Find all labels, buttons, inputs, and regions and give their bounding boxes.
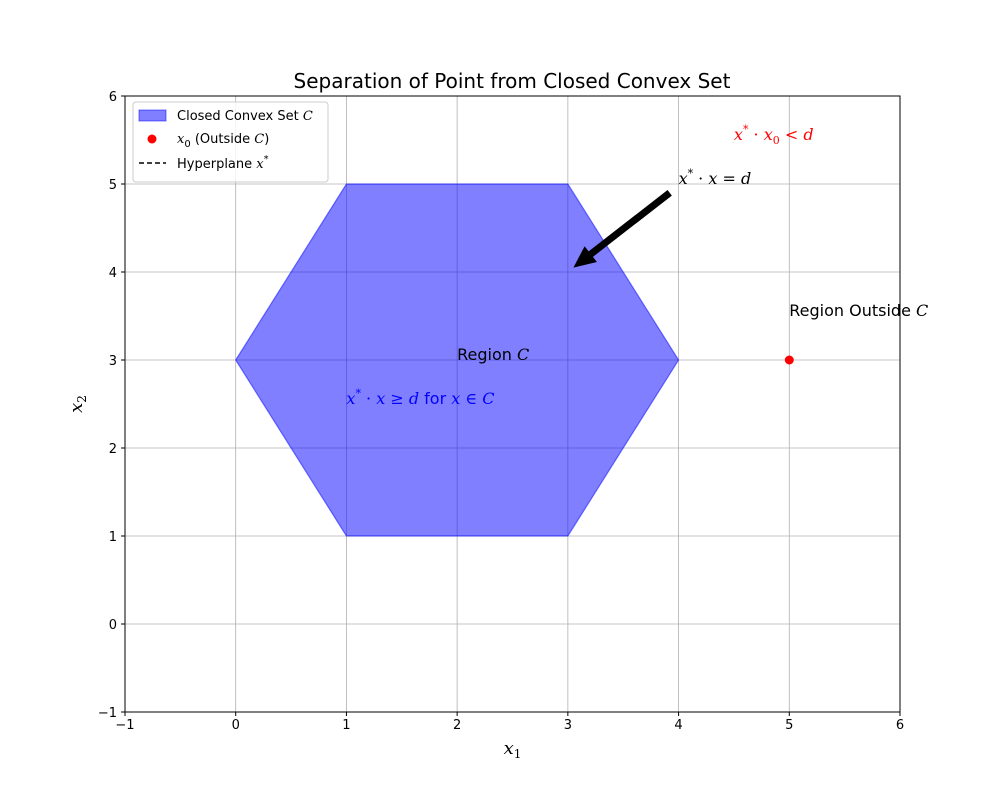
y-tick-label: −1 xyxy=(98,706,117,721)
x-tick-label: 1 xyxy=(342,718,350,733)
annotation-inside-inequality: x* · x ≥ d for x ∈ C xyxy=(346,387,494,408)
x-tick-label: 2 xyxy=(453,718,461,733)
legend-label-x0: x0 (Outside C) xyxy=(177,132,269,150)
hyperplane-arrow xyxy=(573,190,672,268)
annotation-outside-inequality: x* · x0 < d xyxy=(734,123,814,147)
x-tick-label: 5 xyxy=(785,718,793,733)
x-tick-label: 0 xyxy=(232,718,240,733)
legend: Closed Convex Set C x0 (Outside C) Hyper… xyxy=(132,101,329,183)
convex-set-polygon xyxy=(235,183,680,537)
x-tick-label: −1 xyxy=(115,718,134,733)
y-axis-label: x2 xyxy=(66,395,89,413)
chart-title: Separation of Point from Closed Convex S… xyxy=(294,69,731,93)
y-tick-label: 1 xyxy=(109,530,117,545)
y-tick-label: 4 xyxy=(109,266,117,281)
legend-swatch-convex-set xyxy=(138,109,167,122)
axes-frame xyxy=(124,95,901,713)
point-x0 xyxy=(784,355,794,365)
legend-marker-x0 xyxy=(147,134,157,144)
annotation-region-c: Region C xyxy=(457,345,529,364)
y-tick-label: 0 xyxy=(109,618,117,633)
arrow-shape xyxy=(573,190,672,268)
annotation-hyperplane: x* · x = d xyxy=(679,167,752,188)
legend-box xyxy=(132,101,329,183)
y-tick-label: 6 xyxy=(109,90,117,105)
x-tick-label: 6 xyxy=(896,718,904,733)
ticks: −1 0 1 2 3 4 5 6 −1 0 1 2 3 4 5 6 xyxy=(98,90,904,733)
y-tick-label: 2 xyxy=(109,442,117,457)
y-tick-label: 3 xyxy=(109,354,117,369)
annotation-region-outside: Region Outside C xyxy=(789,301,928,320)
x-tick-label: 3 xyxy=(564,718,572,733)
x-tick-label: 4 xyxy=(674,718,682,733)
legend-label-convex-set: Closed Convex Set C xyxy=(177,109,313,124)
x-axis-label: x1 xyxy=(504,738,522,761)
legend-label-hyperplane: Hyperplane x* xyxy=(177,154,269,172)
y-tick-label: 5 xyxy=(109,178,117,193)
